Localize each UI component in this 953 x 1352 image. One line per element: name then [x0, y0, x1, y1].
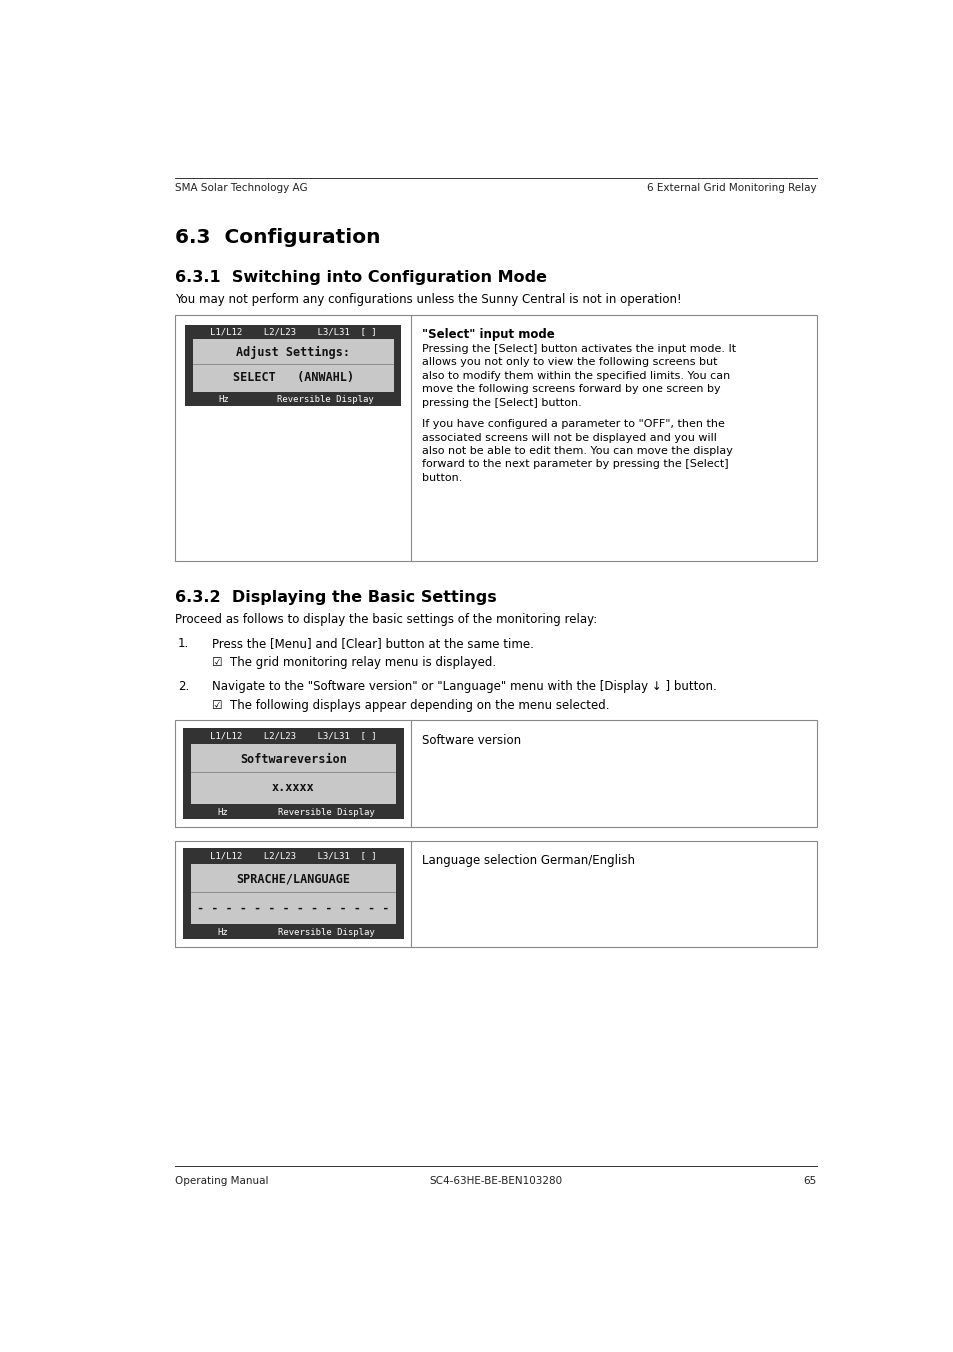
Bar — [183, 729, 403, 819]
Text: You may not perform any configurations unless the Sunny Central is not in operat: You may not perform any configurations u… — [174, 293, 681, 306]
Text: forward to the next parameter by pressing the [Select]: forward to the next parameter by pressin… — [422, 460, 728, 469]
Text: button.: button. — [422, 473, 462, 483]
Text: L1/L12    L2/L23    L3/L31  [ ]: L1/L12 L2/L23 L3/L31 [ ] — [210, 327, 376, 335]
Text: move the following screens forward by one screen by: move the following screens forward by on… — [422, 384, 720, 395]
Text: Adjust Settings:: Adjust Settings: — [236, 346, 350, 358]
Text: x.xxxx: x.xxxx — [272, 781, 314, 795]
Text: 2.: 2. — [177, 680, 189, 694]
Bar — [174, 315, 816, 561]
Bar — [183, 848, 403, 940]
Text: Operating Manual: Operating Manual — [174, 1176, 268, 1186]
Text: ☑  The following displays appear depending on the menu selected.: ☑ The following displays appear dependin… — [212, 699, 609, 713]
Text: "Select" input mode: "Select" input mode — [422, 327, 555, 341]
Text: Hz: Hz — [217, 927, 228, 937]
Text: Pressing the [Select] button activates the input mode. It: Pressing the [Select] button activates t… — [422, 343, 736, 354]
Text: 6.3.1  Switching into Configuration Mode: 6.3.1 Switching into Configuration Mode — [174, 270, 546, 285]
Text: L1/L12    L2/L23    L3/L31  [ ]: L1/L12 L2/L23 L3/L31 [ ] — [210, 731, 376, 740]
Text: allows you not only to view the following screens but: allows you not only to view the followin… — [422, 357, 717, 368]
Text: also to modify them within the specified limits. You can: also to modify them within the specified… — [422, 370, 730, 381]
Text: Press the [Menu] and [Clear] button at the same time.: Press the [Menu] and [Clear] button at t… — [212, 637, 534, 650]
Bar — [193, 339, 394, 392]
Text: Reversible Display: Reversible Display — [277, 395, 374, 404]
Text: Hz: Hz — [217, 807, 228, 817]
Text: SMA Solar Technology AG: SMA Solar Technology AG — [174, 183, 308, 193]
Text: Softwareversion: Softwareversion — [239, 753, 346, 765]
Text: 6 External Grid Monitoring Relay: 6 External Grid Monitoring Relay — [646, 183, 816, 193]
Text: If you have configured a parameter to "OFF", then the: If you have configured a parameter to "O… — [422, 419, 724, 429]
Text: 1.: 1. — [177, 637, 189, 650]
Text: Software version: Software version — [422, 734, 521, 746]
Bar — [185, 324, 401, 406]
Text: SC4-63HE-BE-BEN103280: SC4-63HE-BE-BEN103280 — [429, 1176, 562, 1186]
Text: ☑  The grid monitoring relay menu is displayed.: ☑ The grid monitoring relay menu is disp… — [212, 656, 496, 669]
Text: Hz: Hz — [218, 395, 229, 404]
Text: Reversible Display: Reversible Display — [277, 807, 375, 817]
Bar — [174, 841, 816, 946]
Text: Proceed as follows to display the basic settings of the monitoring relay:: Proceed as follows to display the basic … — [174, 612, 597, 626]
Text: pressing the [Select] button.: pressing the [Select] button. — [422, 397, 581, 408]
Text: 65: 65 — [802, 1176, 816, 1186]
Text: - - - - - - - - - - - - - -: - - - - - - - - - - - - - - — [197, 902, 389, 914]
Text: 6.3.2  Displaying the Basic Settings: 6.3.2 Displaying the Basic Settings — [174, 591, 497, 606]
Bar — [191, 864, 395, 925]
Bar — [191, 744, 395, 804]
Text: also not be able to edit them. You can move the display: also not be able to edit them. You can m… — [422, 446, 733, 456]
Text: 6.3  Configuration: 6.3 Configuration — [174, 227, 380, 246]
Bar — [174, 721, 816, 827]
Text: SPRACHE/LANGUAGE: SPRACHE/LANGUAGE — [236, 872, 350, 886]
Text: associated screens will not be displayed and you will: associated screens will not be displayed… — [422, 433, 717, 442]
Text: Reversible Display: Reversible Display — [277, 927, 375, 937]
Text: Language selection German/English: Language selection German/English — [422, 853, 635, 867]
Text: L1/L12    L2/L23    L3/L31  [ ]: L1/L12 L2/L23 L3/L31 [ ] — [210, 852, 376, 860]
Text: SELECT   (ANWAHL): SELECT (ANWAHL) — [233, 372, 354, 384]
Text: Navigate to the "Software version" or "Language" menu with the [Display ↓ ] butt: Navigate to the "Software version" or "L… — [212, 680, 717, 694]
